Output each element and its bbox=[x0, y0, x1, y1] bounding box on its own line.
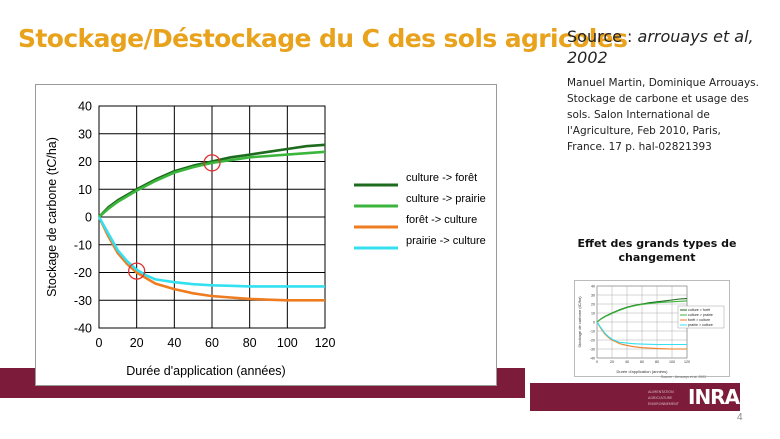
y-axis-label: Stockage de carbone (tC/ha) bbox=[45, 137, 59, 297]
y-tick-label: -20 bbox=[74, 266, 92, 280]
thumbnail-series-line bbox=[596, 300, 688, 323]
annotation-layer bbox=[128, 154, 221, 280]
thumbnail-y-tick: 40 bbox=[591, 284, 595, 288]
main-chart: -40 -30 -20 -10 0 10 20 30 40 0 20 40 60 80 100 120 cul… bbox=[45, 100, 486, 379]
legend-label: forêt -> culture bbox=[406, 214, 477, 226]
x-tick-label: 80 bbox=[243, 336, 257, 350]
y-tick-label: 0 bbox=[85, 211, 92, 225]
thumbnail-y-tick: -20 bbox=[590, 338, 595, 342]
chart-frame: -40 -30 -20 -10 0 10 20 30 40 0 20 40 60 80 100 120 cul… bbox=[35, 84, 497, 386]
series-line bbox=[97, 216, 325, 302]
x-tick-label: 20 bbox=[130, 336, 144, 350]
thumbnail-y-tick: 30 bbox=[591, 293, 595, 297]
thumbnail-y-tick: 20 bbox=[591, 302, 595, 306]
highlight-circle bbox=[203, 154, 221, 172]
slide-title: Stockage/Déstockage du C des sols agrico… bbox=[18, 24, 628, 53]
thumbnail-chart: 40 30 20 10 0 -10 -20 -30 -40 0 20 40 60 80 100 120 cul… bbox=[574, 280, 730, 377]
thumbnail-band bbox=[530, 383, 740, 411]
thumbnail-x-tick: 0 bbox=[596, 360, 598, 364]
y-tick-label: 10 bbox=[78, 183, 92, 197]
thumbnail-y-tick: -10 bbox=[590, 329, 595, 333]
thumbnail-series-line bbox=[596, 321, 687, 350]
thumbnail-logo-line: ENVIRONNEMENT bbox=[648, 402, 679, 406]
x-tick-label: 0 bbox=[96, 336, 103, 350]
thumbnail-y-tick: 0 bbox=[593, 320, 595, 324]
legend-label: culture -> prairie bbox=[406, 193, 486, 205]
tick-layer: -40 -30 -20 -10 0 10 20 30 40 0 20 40 60 80 100 120 bbox=[74, 100, 336, 351]
slide-number: 4 bbox=[737, 412, 743, 423]
x-axis-label: Durée d'application (années) bbox=[126, 364, 285, 378]
thumbnail-x-label: Durée d'application (années) bbox=[616, 369, 668, 374]
series-layer bbox=[97, 143, 326, 302]
y-tick-label: 40 bbox=[78, 100, 92, 114]
thumbnail-x-tick: 80 bbox=[655, 360, 659, 364]
thumbnail-logo-line: AGRICULTURE bbox=[648, 396, 673, 400]
thumbnail-x-tick: 60 bbox=[640, 360, 644, 364]
thumbnail-logo-line: ALIMENTATION bbox=[648, 390, 674, 394]
thumbnail-y-tick: -40 bbox=[590, 356, 595, 360]
thumbnail-x-tick: 40 bbox=[625, 360, 629, 364]
reference-text: Manuel Martin, Dominique Arrouays. Stock… bbox=[567, 77, 759, 153]
legend: culture -> forêt culture -> prairie forêt … bbox=[354, 172, 486, 250]
thumbnail-caption: Source : Arrouays et al. 2002 bbox=[661, 375, 707, 379]
thumbnail-title: Effet des grands types de changement bbox=[577, 237, 737, 264]
thumbnail-series-line bbox=[596, 321, 687, 346]
x-tick-label: 60 bbox=[205, 336, 219, 350]
series-line bbox=[97, 216, 325, 288]
thumbnail-legend-label: prairie > culture bbox=[688, 323, 713, 327]
x-tick-label: 40 bbox=[167, 336, 181, 350]
legend-label: culture -> forêt bbox=[406, 172, 477, 184]
thumbnail-x-tick: 100 bbox=[669, 360, 675, 364]
x-tick-label: 100 bbox=[277, 336, 298, 350]
thumbnail-legend-label: culture > forêt bbox=[688, 308, 710, 312]
thumbnail-x-tick: 20 bbox=[610, 360, 614, 364]
source-authors: arrouays et al, 2002 bbox=[567, 27, 754, 67]
y-tick-label: -30 bbox=[74, 294, 92, 308]
thumbnail-y-label: Stockage de carbone (tC/ha) bbox=[577, 296, 582, 348]
x-tick-label: 120 bbox=[315, 336, 336, 350]
y-tick-label: -40 bbox=[74, 322, 92, 336]
thumbnail-legend-box bbox=[677, 305, 725, 329]
thumbnail-legend-label: culture > prairie bbox=[688, 313, 713, 317]
y-tick-label: -10 bbox=[74, 238, 92, 252]
source-heading: Source : arrouays et al, 2002 bbox=[567, 26, 762, 68]
thumbnail-x-tick: 120 bbox=[684, 360, 690, 364]
y-tick-label: 30 bbox=[78, 127, 92, 141]
series-line bbox=[98, 150, 326, 218]
inra-logo: INRA bbox=[688, 385, 740, 409]
thumbnail-legend-label: forêt > culture bbox=[688, 318, 710, 322]
thumbnail-series bbox=[596, 298, 688, 350]
thumbnail-y-tick: -30 bbox=[590, 347, 595, 351]
thumbnail-y-tick: 10 bbox=[591, 311, 595, 315]
source-label: Source : bbox=[567, 27, 638, 46]
y-tick-label: 20 bbox=[78, 155, 92, 169]
highlight-circle bbox=[128, 262, 146, 280]
legend-label: prairie -> culture bbox=[406, 235, 486, 247]
